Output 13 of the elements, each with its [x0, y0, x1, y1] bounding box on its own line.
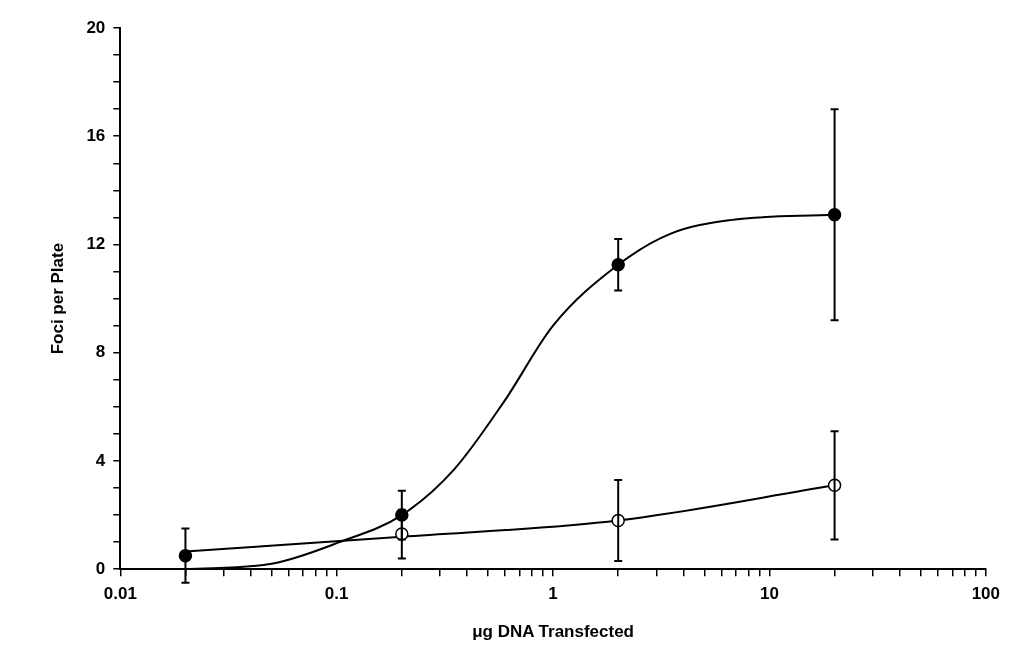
x-tick-label: 0.1	[324, 584, 349, 604]
x-tick-label: 0.01	[103, 584, 137, 604]
y-tick-label: 4	[95, 450, 106, 470]
y-axis-title: Foci per Plate	[47, 242, 67, 355]
x-axis-title: μg DNA Transfected	[472, 622, 634, 642]
x-tick-label: 10	[759, 584, 779, 604]
x-tick-label: 100	[971, 584, 1001, 604]
y-tick-label: 16	[86, 125, 106, 145]
y-tick-label: 0	[95, 558, 106, 578]
x-tick-label: 1	[548, 584, 558, 604]
y-tick-label: 20	[86, 17, 106, 37]
y-tick-label: 12	[86, 234, 106, 254]
y-tick-label: 8	[95, 342, 106, 362]
